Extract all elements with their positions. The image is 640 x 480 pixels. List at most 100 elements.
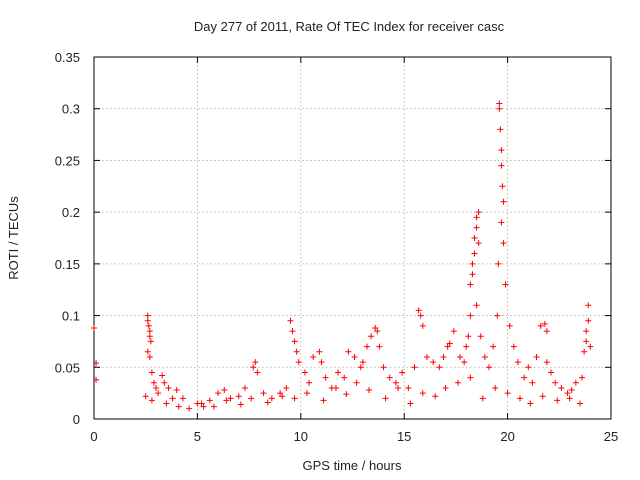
data-point (335, 369, 342, 376)
data-point (499, 183, 506, 190)
data-point (477, 333, 484, 340)
data-points (91, 100, 594, 412)
data-point (500, 240, 507, 247)
x-tick-label: 20 (500, 429, 514, 444)
data-point (496, 100, 503, 107)
data-point (210, 403, 217, 410)
data-point (494, 312, 501, 319)
data-point (237, 401, 244, 408)
data-point (144, 312, 151, 319)
data-point (498, 162, 505, 169)
data-point (568, 387, 575, 394)
data-point (457, 353, 464, 360)
data-point (405, 384, 412, 391)
data-point (469, 260, 476, 267)
data-point (450, 328, 457, 335)
data-point (357, 364, 364, 371)
data-point (318, 359, 325, 366)
grid-lines (94, 57, 611, 419)
data-point (467, 281, 474, 288)
data-point (359, 359, 366, 366)
data-point (169, 395, 176, 402)
y-tick-labels: 0 0.05 0.1 0.15 0.2 0.25 0.3 0.35 (55, 50, 80, 427)
data-point (142, 393, 149, 400)
data-point (510, 343, 517, 350)
data-point (316, 348, 323, 355)
data-point (529, 379, 536, 386)
data-point (498, 147, 505, 154)
data-point (144, 348, 151, 355)
data-point (473, 224, 480, 231)
data-point (374, 328, 381, 335)
data-point (543, 328, 550, 335)
data-point (382, 395, 389, 402)
data-point (153, 384, 160, 391)
x-axis-label: GPS time / hours (303, 458, 402, 473)
data-point (566, 395, 573, 402)
data-point (221, 387, 228, 394)
data-point (473, 214, 480, 221)
data-point (343, 391, 350, 398)
data-point (372, 324, 379, 331)
data-point (322, 374, 329, 381)
data-point (585, 317, 592, 324)
data-point (583, 338, 590, 345)
data-point (146, 333, 153, 340)
data-point (423, 353, 430, 360)
data-point (161, 379, 168, 386)
y-tick-label: 0.35 (55, 50, 80, 65)
data-point (481, 353, 488, 360)
data-point (159, 372, 166, 379)
data-point (461, 359, 468, 366)
chart-title: Day 277 of 2011, Rate Of TEC Index for r… (194, 19, 505, 34)
data-point (93, 376, 100, 383)
data-point (235, 393, 242, 400)
data-point (277, 390, 284, 397)
data-point (436, 364, 443, 371)
data-point (581, 348, 588, 355)
data-point (198, 400, 205, 407)
data-point (279, 393, 286, 400)
data-point (469, 271, 476, 278)
data-point (533, 353, 540, 360)
y-tick-label: 0 (73, 412, 80, 427)
data-point (206, 397, 213, 404)
data-point (407, 400, 414, 407)
data-point (564, 390, 571, 397)
data-point (585, 302, 592, 309)
data-point (386, 374, 393, 381)
data-point (146, 328, 153, 335)
data-point (496, 105, 503, 112)
y-axis-label: ROTI / TECUs (6, 196, 21, 280)
data-point (148, 369, 155, 376)
data-point (506, 322, 513, 329)
data-point (394, 384, 401, 391)
data-point (467, 312, 474, 319)
data-point (498, 219, 505, 226)
data-point (554, 397, 561, 404)
data-point (583, 328, 590, 335)
data-point (287, 317, 294, 324)
data-point (186, 405, 193, 412)
data-point (415, 307, 422, 314)
data-point (380, 364, 387, 371)
data-point (301, 369, 308, 376)
data-point (145, 322, 152, 329)
data-point (399, 369, 406, 376)
data-point (541, 320, 548, 327)
data-point (310, 353, 317, 360)
data-point (537, 322, 544, 329)
data-point (525, 364, 532, 371)
data-point (579, 374, 586, 381)
x-tick-labels: 0 5 10 15 20 25 (90, 429, 618, 444)
data-point (227, 395, 234, 402)
data-point (250, 364, 257, 371)
data-point (521, 374, 528, 381)
data-point (155, 390, 162, 397)
data-point (539, 393, 546, 400)
data-point (351, 353, 358, 360)
data-point (363, 343, 370, 350)
data-point (495, 260, 502, 267)
x-tick-label: 5 (194, 429, 201, 444)
